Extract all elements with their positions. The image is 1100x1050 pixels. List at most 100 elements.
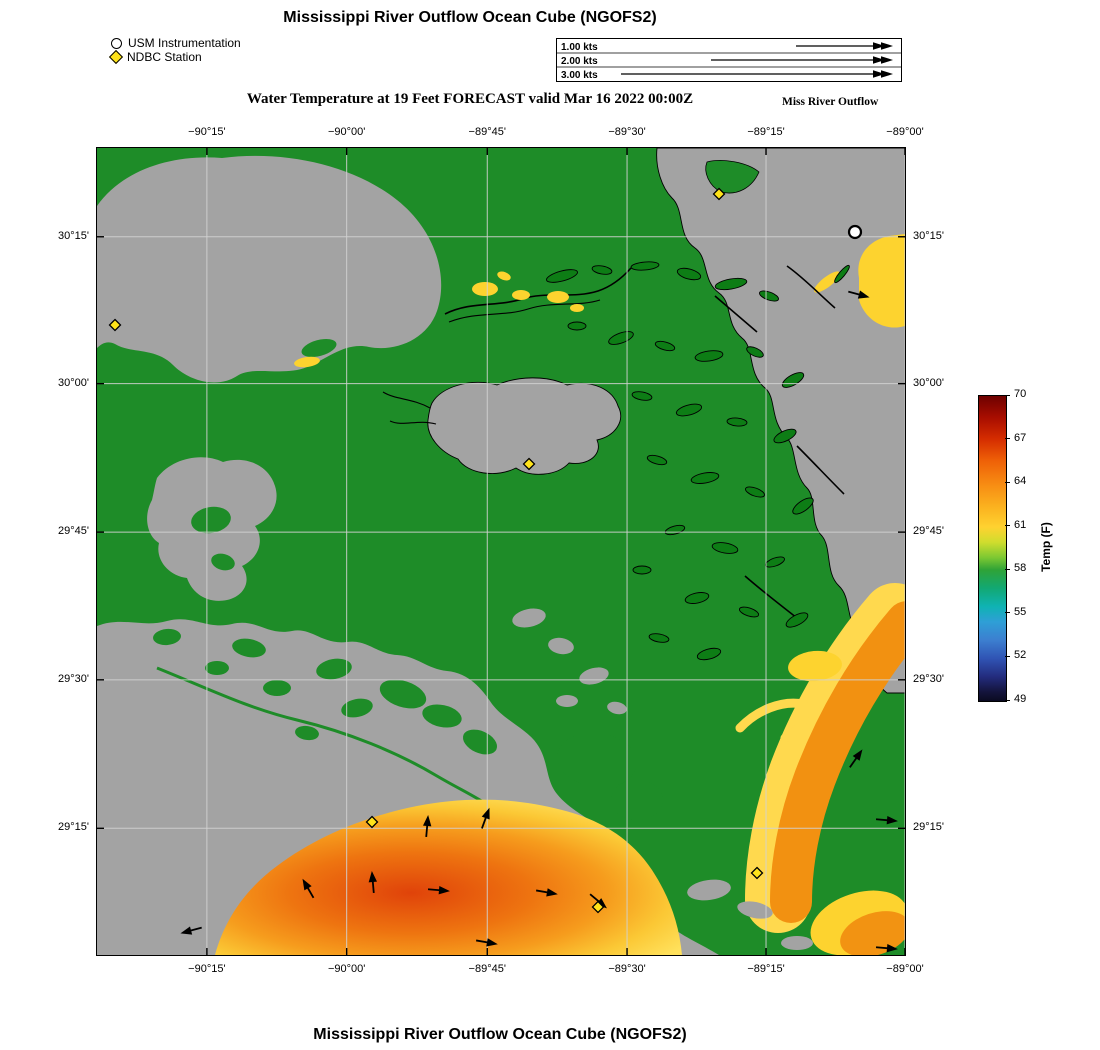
page-title: Mississippi River Outflow Ocean Cube (NG… bbox=[283, 9, 657, 26]
ndbc-station-marker bbox=[108, 318, 121, 331]
current-vector bbox=[179, 925, 202, 935]
colorbar-tick-label: 52 bbox=[1014, 649, 1027, 662]
colorbar-tick-label: 49 bbox=[1014, 693, 1027, 705]
marsh-island bbox=[567, 321, 586, 330]
map-canvas bbox=[96, 147, 905, 955]
current-vector bbox=[847, 289, 870, 299]
marsh-island bbox=[744, 485, 765, 498]
usm-station-marker bbox=[847, 224, 862, 239]
ndbc-station-marker bbox=[365, 815, 378, 828]
water-bay-notch bbox=[704, 159, 759, 193]
velocity-arrow-2kt bbox=[711, 56, 893, 64]
current-vector bbox=[302, 878, 314, 898]
current-vector bbox=[875, 943, 898, 952]
marsh-patch bbox=[736, 900, 773, 919]
colorbar-tick-label: 67 bbox=[1014, 431, 1027, 444]
inlet-north-shore bbox=[300, 338, 337, 357]
warm-patch-band-west bbox=[787, 650, 842, 681]
current-vectors-layer bbox=[179, 289, 898, 952]
current-vector bbox=[427, 885, 450, 894]
marsh-island bbox=[696, 647, 721, 660]
marsh-island bbox=[632, 565, 651, 574]
lon-tick-label: −89°15' bbox=[747, 963, 785, 975]
lat-tick-label: 29°45' bbox=[58, 525, 89, 538]
marsh-island bbox=[545, 268, 578, 283]
colorbar-axis-label: Temp (F) bbox=[1039, 522, 1053, 572]
colorbar-tick-label: 55 bbox=[1014, 605, 1027, 618]
marsh-channel-lines bbox=[713, 264, 845, 619]
marsh-island bbox=[726, 416, 747, 427]
land-north-shore bbox=[96, 155, 441, 382]
axis-ticks-layer bbox=[96, 147, 905, 955]
marsh-island bbox=[745, 345, 764, 358]
marsh-island bbox=[711, 541, 738, 554]
channel-west-1 bbox=[382, 391, 430, 408]
marsh-island bbox=[591, 264, 612, 275]
colorbar-tick-label: 70 bbox=[1014, 388, 1027, 400]
current-vector bbox=[875, 815, 898, 824]
marsh-island bbox=[631, 390, 652, 401]
colorbar bbox=[978, 395, 1007, 702]
warm-patch-se-inner bbox=[839, 910, 905, 955]
forecast-subtitle: Water Temperature at 19 Feet FORECAST va… bbox=[246, 91, 694, 107]
marsh-island bbox=[772, 428, 797, 443]
velocity-arrow-1kt bbox=[796, 42, 893, 50]
footer-title: Mississippi River Outflow Ocean Cube (NG… bbox=[313, 1026, 687, 1043]
lon-tick-label: −90°15' bbox=[188, 126, 226, 138]
ndbc-station-marker bbox=[712, 187, 725, 200]
velocity-scale-graphic: 1.00 kts 2.00 kts 3.00 kts bbox=[557, 42, 901, 81]
lat-tick-label: 29°45' bbox=[913, 525, 944, 538]
map-legend: USM Instrumentation NDBC Station bbox=[108, 36, 241, 65]
legend-row-usm: USM Instrumentation bbox=[111, 36, 241, 50]
velocity-key-label-2: 2.00 kts bbox=[561, 56, 598, 67]
lat-tick-label: 29°30' bbox=[913, 672, 944, 685]
ndbc-station-marker bbox=[750, 866, 763, 879]
marsh-patch bbox=[606, 701, 627, 714]
lon-tick-label: −90°00' bbox=[327, 963, 366, 975]
marsh-island bbox=[648, 632, 669, 643]
marsh-patch bbox=[555, 694, 578, 707]
velocity-key-label-3: 3.00 kts bbox=[561, 70, 598, 81]
colorbar-tick-label: 61 bbox=[1014, 518, 1027, 531]
marsh-island bbox=[675, 403, 702, 416]
lon-tick-label: −89°45' bbox=[468, 963, 506, 975]
marsh-island bbox=[690, 471, 719, 484]
current-vector bbox=[848, 748, 862, 768]
ndbc-legend-label: NDBC Station bbox=[127, 50, 202, 64]
current-vector bbox=[589, 893, 607, 908]
lon-tick-label: −89°30' bbox=[608, 963, 646, 975]
warm-water-band bbox=[769, 600, 905, 923]
velocity-scale-key: 1.00 kts 2.00 kts 3.00 kts bbox=[556, 38, 902, 82]
marsh-patch bbox=[547, 637, 574, 654]
marsh-patch bbox=[511, 608, 546, 627]
marsh-island bbox=[630, 260, 659, 271]
velocity-key-label-1: 1.00 kts bbox=[561, 42, 598, 53]
marsh-sliver-east bbox=[833, 264, 850, 283]
current-vector bbox=[475, 937, 498, 946]
lat-tick-label: 29°30' bbox=[58, 672, 89, 685]
usm-marker-icon bbox=[111, 37, 122, 49]
marsh-island bbox=[676, 267, 701, 280]
lat-tick-label: 29°15' bbox=[58, 821, 89, 834]
lon-tick-label: −89°15' bbox=[747, 126, 785, 138]
warm-streak-east bbox=[813, 270, 840, 293]
current-vector bbox=[535, 887, 558, 896]
region-note: Miss River Outflow bbox=[782, 96, 879, 108]
legend-row-ndbc: NDBC Station bbox=[108, 49, 241, 65]
lat-tick-label: 29°15' bbox=[913, 821, 944, 834]
lat-tick-label: 30°00' bbox=[913, 376, 944, 389]
lon-tick-label: −89°45' bbox=[468, 126, 506, 138]
marsh-island bbox=[758, 289, 779, 302]
lat-tick-label: 30°15' bbox=[58, 229, 89, 242]
colorbar-tick-label: 58 bbox=[1014, 562, 1027, 575]
marsh-island bbox=[694, 349, 723, 362]
marsh-island bbox=[791, 497, 814, 514]
warm-water-plume bbox=[214, 799, 682, 955]
grid-layer bbox=[96, 147, 905, 955]
marsh-island bbox=[684, 591, 709, 604]
marsh-patch bbox=[780, 935, 813, 950]
ndbc-marker-icon bbox=[108, 49, 124, 65]
lon-tick-label: −90°15' bbox=[188, 963, 226, 975]
land-south-shore-blob bbox=[427, 376, 621, 475]
